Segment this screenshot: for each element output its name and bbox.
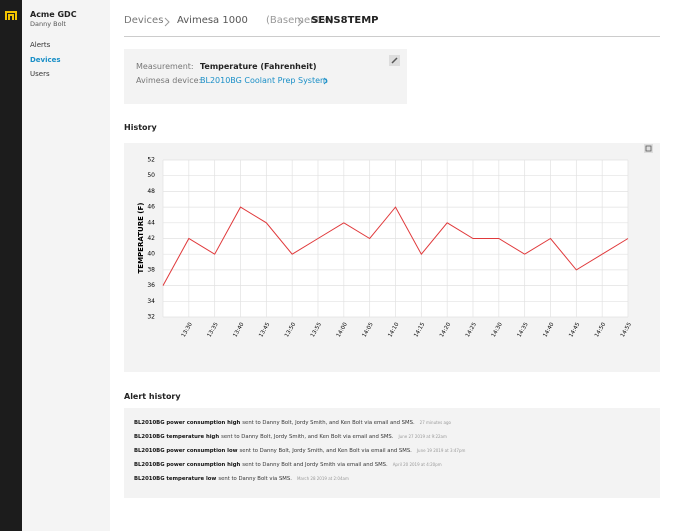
chart: TEMPERATURE (F) 323436384042444648505213…	[124, 143, 660, 372]
sidebar: Acme GDC Danny Bolt Alerts Devices Users	[22, 0, 110, 531]
y-tick-label: 42	[147, 235, 155, 242]
edit-button[interactable]	[389, 55, 400, 66]
logo[interactable]	[0, 4, 22, 26]
user-name: Danny Bolt	[30, 20, 66, 28]
breadcrumb-link[interactable]: Avimesa 1000	[177, 15, 248, 26]
alert-subject: BL2010BG temperature low	[134, 476, 217, 482]
app-rail	[0, 0, 22, 531]
alert-subject: BL2010BG power consumption high	[134, 420, 241, 426]
value: Temperature (Fahrenheit)	[200, 62, 317, 71]
alert-time: June 19 2019 at 3:47pm	[416, 448, 466, 453]
org-name: Acme GDC	[30, 10, 77, 19]
alert-list: BL2010BG power consumption high sent to D…	[124, 408, 660, 498]
alert-text: sent to Danny Bolt via SMS.	[218, 476, 292, 482]
y-tick-label: 48	[147, 188, 155, 195]
y-tick-label: 50	[147, 172, 155, 179]
alert-text: sent to Danny Bolt, Jordy Smith, and Ken…	[221, 434, 394, 440]
alert-text: sent to Danny Bolt, Jordy Smith, and Ken…	[239, 448, 412, 454]
label: Avimesa device:	[136, 76, 202, 85]
nav-item[interactable]: Users	[30, 70, 50, 78]
export-button[interactable]	[644, 144, 653, 153]
alert-text: sent to Danny Bolt and Jordy Smith via e…	[242, 462, 388, 468]
alert-time: June 27 2019 at 9:22am	[398, 434, 447, 439]
alert-row: BL2010BG power consumption high sent to D…	[134, 462, 442, 468]
alert-row: BL2010BG temperature high sent to Danny B…	[134, 434, 447, 440]
alert-row: BL2010BG power consumption low sent to Da…	[134, 448, 465, 454]
alert-time: April 20 2019 at 4:20pm	[392, 462, 442, 467]
y-tick-label: 36	[147, 282, 155, 289]
alert-time: 27 minutes ago	[419, 420, 451, 425]
alert-subject: BL2010BG power consumption low	[134, 448, 238, 454]
data-line	[162, 206, 629, 286]
label: Measurement:	[136, 62, 194, 71]
alert-time: March 28 2019 at 2:04am	[296, 476, 349, 481]
breadcrumb-current: SENS8TEMP	[311, 15, 379, 26]
breadcrumb-link[interactable]: Devices	[124, 15, 164, 26]
chevron	[297, 17, 303, 27]
y-axis-title: TEMPERATURE (F)	[137, 203, 145, 274]
y-tick-label: 40	[147, 251, 155, 258]
alert-row: BL2010BG power consumption high sent to D…	[134, 420, 451, 426]
section-title: History	[124, 123, 157, 132]
chevron	[164, 17, 170, 27]
alert-row: BL2010BG temperature low sent to Danny Bo…	[134, 476, 349, 482]
section-title: Alert history	[124, 392, 181, 401]
alert-text: sent to Danny Bolt, Jordy Smith, and Ken…	[242, 420, 415, 426]
y-tick-label: 52	[147, 157, 155, 164]
info-card: Measurement: Temperature (Fahrenheit) Av…	[124, 49, 407, 104]
y-tick-label: 46	[147, 204, 155, 211]
y-tick-label: 32	[147, 314, 155, 321]
device-link[interactable]: BL2010BG Coolant Prep System	[200, 76, 328, 85]
nav-item[interactable]: Alerts	[30, 41, 51, 49]
y-tick-label: 38	[147, 266, 155, 273]
alert-subject: BL2010BG power consumption high	[134, 462, 241, 468]
alert-subject: BL2010BG temperature high	[134, 434, 220, 440]
nav-item[interactable]: Devices	[30, 56, 61, 64]
y-tick-label: 34	[147, 298, 155, 305]
divider	[124, 36, 660, 37]
chevron	[323, 77, 328, 85]
y-tick-label: 44	[147, 219, 155, 226]
